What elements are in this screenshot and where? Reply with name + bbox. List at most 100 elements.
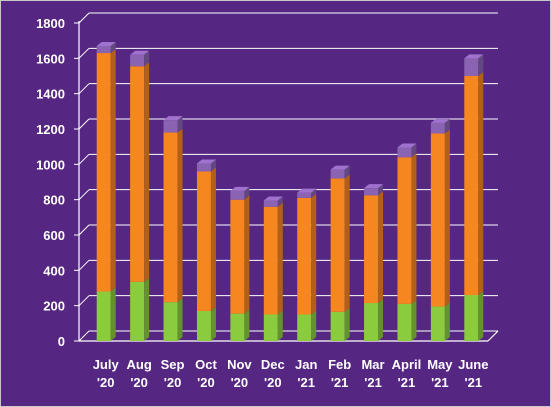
bar-top — [230, 186, 250, 191]
bar-segment — [163, 120, 178, 133]
bar-segment-side — [344, 174, 350, 312]
bar-segment-side — [378, 184, 384, 196]
bar-segment — [96, 45, 111, 54]
bar-top — [263, 196, 283, 201]
bar-segment-side — [177, 298, 183, 341]
x-tick-label-year: '20 — [197, 375, 215, 390]
bar-segment — [397, 303, 412, 341]
bar-segment-side — [411, 153, 417, 304]
x-tick-label-year: '21 — [297, 375, 315, 390]
bar-segment-side — [244, 186, 250, 200]
x-tick-label-year: '21 — [431, 375, 449, 390]
y-tick-label: 0 — [58, 334, 65, 349]
bar-segment-side — [177, 128, 183, 303]
bar-segment — [196, 171, 211, 311]
x-tick-label-month: Jan — [295, 357, 317, 372]
bar-segment-side — [478, 291, 484, 341]
y-tick-label: 400 — [43, 263, 65, 278]
y-tick-label: 200 — [43, 299, 65, 314]
bar-segment — [364, 188, 379, 196]
gridline-depth — [78, 189, 90, 201]
x-tick-label-year: '21 — [398, 375, 416, 390]
bar-segment — [196, 310, 211, 341]
y-tick-label: 1600 — [36, 51, 65, 66]
bar-segment — [230, 190, 245, 200]
x-tick-label-month: July — [93, 357, 120, 372]
bar-segment-side — [110, 41, 116, 54]
bar-segment — [330, 178, 345, 312]
bar-segment-side — [444, 129, 450, 307]
bar-segment-side — [344, 307, 350, 341]
bar-segment-side — [110, 49, 116, 292]
bar-segment-side — [210, 159, 216, 172]
bar-segment-side — [244, 309, 250, 341]
bar-segment — [330, 311, 345, 341]
y-tick-label: 1800 — [36, 16, 65, 31]
bar-top — [330, 165, 350, 170]
bar-segment-side — [110, 287, 116, 341]
bar-segment — [364, 195, 379, 304]
bar-segment — [297, 314, 312, 341]
bar-segment-side — [311, 188, 317, 198]
x-tick-label-month: Aug — [126, 357, 151, 372]
bar-segment-side — [444, 302, 450, 341]
y-tick-label: 800 — [43, 193, 65, 208]
y-tick-label: 1200 — [36, 122, 65, 137]
bar-segment-side — [344, 165, 350, 179]
bar-segment — [364, 303, 379, 341]
bar-segment — [130, 54, 145, 67]
bar-segment — [430, 133, 445, 307]
bar-segment-side — [411, 299, 417, 341]
gridline-depth — [78, 224, 90, 236]
bar-top — [96, 41, 116, 46]
x-axis-depth — [487, 330, 499, 342]
bar-segment — [263, 314, 278, 341]
gridline-depth — [78, 295, 90, 307]
bar-segment-side — [411, 143, 417, 158]
x-tick-label-year: '21 — [331, 375, 349, 390]
gridline-depth — [78, 47, 90, 59]
bar-segment-side — [444, 118, 450, 134]
bar-segment — [130, 281, 145, 341]
gridline-depth — [78, 259, 90, 271]
gridline-depth — [78, 330, 90, 342]
bar-segment — [430, 122, 445, 134]
bar-segment — [297, 192, 312, 198]
x-tick-label-year: '21 — [465, 375, 483, 390]
bar-top — [464, 54, 484, 59]
x-tick-label-month: Feb — [328, 357, 351, 372]
bar-segment — [263, 206, 278, 315]
y-tick-label: 1400 — [36, 87, 65, 102]
bar-top — [196, 159, 216, 164]
bar-segment-side — [311, 310, 317, 341]
bar-segment — [430, 306, 445, 341]
bar-top — [297, 188, 317, 193]
bar-top — [130, 50, 150, 55]
y-tick-label: 600 — [43, 228, 65, 243]
bar-segment-side — [277, 310, 283, 341]
bar-segment-side — [144, 277, 150, 341]
bar-segment-side — [378, 299, 384, 341]
bar-segment — [230, 313, 245, 341]
x-tick-label-year: '20 — [97, 375, 115, 390]
bar-segment — [96, 291, 111, 341]
bar-segment — [163, 302, 178, 341]
x-tick-label-month: April — [392, 357, 422, 372]
bar-segment — [464, 58, 479, 76]
bar-top — [430, 118, 450, 123]
y-tick-label: 1000 — [36, 157, 65, 172]
bar-segment — [297, 197, 312, 315]
bar-segment-side — [378, 191, 384, 304]
gridline-depth — [78, 83, 90, 95]
bar-segment-side — [144, 50, 150, 67]
gridline-depth — [78, 12, 90, 24]
bar-segment-side — [311, 193, 317, 315]
bar-segment — [263, 200, 278, 207]
bar-segment — [196, 163, 211, 172]
bar-segment — [464, 76, 479, 296]
x-tick-label-year: '20 — [264, 375, 282, 390]
bar-top — [163, 116, 183, 121]
bar-segment-side — [177, 116, 183, 133]
bar-segment-side — [210, 306, 216, 341]
